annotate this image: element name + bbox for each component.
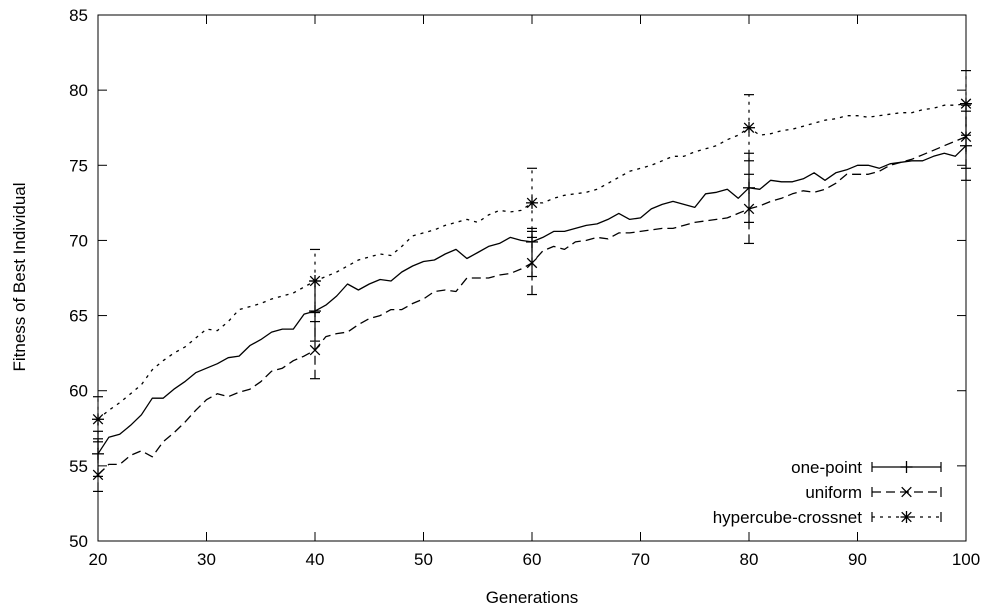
y-tick-label: 65 — [69, 307, 88, 326]
data-point-hypercube-crossnet — [743, 121, 755, 134]
y-tick-label: 85 — [69, 6, 88, 25]
x-tick-label: 90 — [848, 550, 867, 569]
x-tick-label: 20 — [89, 550, 108, 569]
series-markers — [92, 97, 972, 481]
data-point-hypercube-crossnet — [92, 413, 104, 426]
legend-label-hypercube-crossnet: hypercube-crossnet — [713, 508, 863, 527]
y-tick-label: 55 — [69, 457, 88, 476]
data-point-one-point — [92, 447, 104, 460]
y-tick-label: 50 — [69, 532, 88, 551]
data-point-one-point — [309, 305, 321, 318]
axis-tick-labels: 20 30 40 50 60 70 80 90 100 50 55 60 65 70 75 80 85 — [69, 6, 980, 569]
data-point-hypercube-crossnet — [960, 97, 972, 110]
legend-marker-hypercube-crossnet — [900, 511, 913, 523]
data-point-uniform — [309, 344, 321, 356]
data-point-one-point — [526, 235, 538, 248]
legend-marker-uniform — [901, 486, 912, 498]
error-bars — [93, 70, 971, 493]
data-point-uniform — [960, 131, 972, 142]
legend-label-one-point: one-point — [791, 458, 862, 477]
legend: one-point uniform hypercube-crossnet — [713, 458, 942, 527]
legend-marker-one-point — [900, 461, 913, 473]
data-point-uniform — [743, 203, 755, 215]
x-tick-label: 30 — [197, 550, 216, 569]
series-line-hypercube-crossnet — [97, 103, 967, 420]
series-line-one-point — [97, 145, 967, 455]
x-tick-label: 40 — [306, 550, 325, 569]
x-axis-label: Generations — [486, 588, 579, 607]
y-tick-label: 75 — [69, 156, 88, 175]
x-tick-label: 50 — [414, 550, 433, 569]
x-tick-label: 100 — [952, 550, 980, 569]
legend-label-uniform: uniform — [805, 483, 862, 502]
x-tick-label: 70 — [631, 550, 650, 569]
data-point-hypercube-crossnet — [309, 275, 321, 288]
y-tick-label: 80 — [69, 81, 88, 100]
axis-ticks — [97, 14, 967, 542]
x-tick-label: 80 — [740, 550, 759, 569]
data-point-uniform — [92, 469, 104, 481]
y-axis-label: Fitness of Best Individual — [10, 183, 29, 372]
data-point-uniform — [526, 257, 538, 269]
x-tick-label: 60 — [523, 550, 542, 569]
y-tick-label: 70 — [69, 231, 88, 250]
y-tick-label: 60 — [69, 382, 88, 401]
data-point-one-point — [960, 139, 972, 152]
data-point-hypercube-crossnet — [526, 196, 538, 209]
data-point-one-point — [743, 181, 755, 194]
